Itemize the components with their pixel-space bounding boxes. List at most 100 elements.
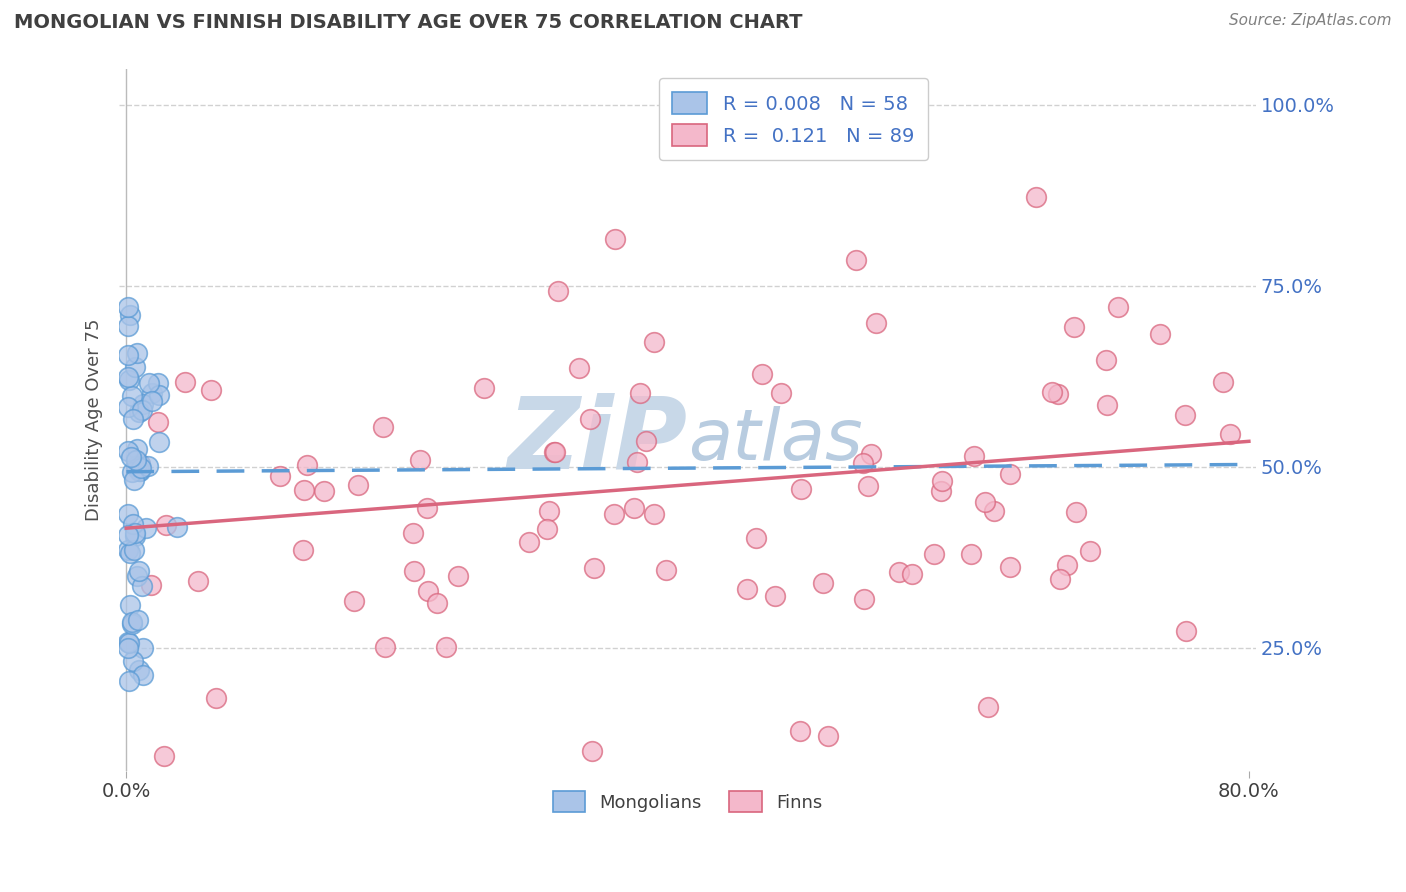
- Point: [148, 376, 170, 390]
- Point: [1219, 426, 1241, 441]
- Point: [200, 383, 222, 397]
- Point: [628, 386, 651, 401]
- Point: [124, 453, 146, 467]
- Point: [141, 386, 163, 401]
- Point: [1095, 398, 1118, 412]
- Point: [547, 284, 569, 298]
- Point: [117, 444, 139, 458]
- Point: [128, 464, 150, 478]
- Point: [269, 468, 291, 483]
- Point: [858, 479, 880, 493]
- Point: [121, 616, 143, 631]
- Point: [887, 565, 910, 579]
- Point: [402, 564, 425, 578]
- Point: [117, 348, 139, 362]
- Point: [1174, 408, 1197, 422]
- Point: [141, 394, 163, 409]
- Point: [128, 464, 150, 478]
- Point: [124, 529, 146, 543]
- Point: [125, 461, 148, 475]
- Point: [1047, 387, 1070, 401]
- Point: [124, 526, 146, 541]
- Point: [131, 403, 153, 417]
- Point: [853, 591, 876, 606]
- Point: [416, 583, 439, 598]
- Point: [636, 434, 658, 448]
- Point: [129, 460, 152, 475]
- Point: [120, 450, 142, 464]
- Text: ZiP: ZiP: [508, 392, 688, 489]
- Point: [122, 412, 145, 426]
- Point: [132, 640, 155, 655]
- Point: [402, 526, 425, 541]
- Point: [860, 447, 883, 461]
- Text: atlas: atlas: [688, 406, 862, 475]
- Point: [745, 532, 768, 546]
- Point: [117, 640, 139, 655]
- Point: [865, 316, 887, 330]
- Point: [141, 577, 163, 591]
- Point: [1149, 326, 1171, 341]
- Point: [929, 483, 952, 498]
- Point: [983, 504, 1005, 518]
- Point: [789, 723, 811, 738]
- Y-axis label: Disability Age Over 75: Disability Age Over 75: [86, 318, 103, 521]
- Point: [118, 308, 141, 322]
- Point: [1040, 384, 1063, 399]
- Point: [129, 457, 152, 471]
- Point: [128, 564, 150, 578]
- Point: [117, 301, 139, 315]
- Point: [931, 474, 953, 488]
- Point: [434, 640, 457, 654]
- Point: [117, 507, 139, 521]
- Point: [409, 453, 432, 467]
- Legend: Mongolians, Finns: Mongolians, Finns: [540, 779, 835, 825]
- Text: Source: ZipAtlas.com: Source: ZipAtlas.com: [1229, 13, 1392, 29]
- Point: [342, 593, 364, 607]
- Point: [811, 575, 834, 590]
- Point: [538, 504, 561, 518]
- Point: [1049, 572, 1071, 586]
- Point: [977, 699, 1000, 714]
- Point: [292, 543, 315, 558]
- Point: [153, 749, 176, 764]
- Point: [845, 253, 868, 268]
- Point: [901, 566, 924, 581]
- Point: [121, 466, 143, 480]
- Point: [655, 563, 678, 577]
- Point: [127, 614, 149, 628]
- Point: [138, 376, 160, 391]
- Point: [121, 615, 143, 629]
- Point: [118, 674, 141, 689]
- Point: [128, 457, 150, 471]
- Point: [125, 346, 148, 360]
- Point: [346, 477, 368, 491]
- Point: [128, 405, 150, 419]
- Point: [1078, 544, 1101, 558]
- Point: [118, 598, 141, 612]
- Point: [117, 370, 139, 384]
- Point: [122, 473, 145, 487]
- Point: [447, 569, 470, 583]
- Point: [118, 636, 141, 650]
- Point: [186, 574, 208, 589]
- Point: [1025, 189, 1047, 203]
- Point: [626, 454, 648, 468]
- Point: [579, 412, 602, 426]
- Point: [121, 389, 143, 403]
- Point: [1095, 353, 1118, 368]
- Point: [166, 520, 188, 534]
- Point: [922, 547, 945, 561]
- Point: [148, 434, 170, 449]
- Point: [426, 596, 449, 610]
- Point: [851, 457, 873, 471]
- Point: [536, 522, 558, 536]
- Point: [173, 376, 195, 390]
- Point: [292, 483, 315, 498]
- Point: [416, 500, 439, 515]
- Point: [117, 373, 139, 387]
- Point: [1212, 375, 1234, 389]
- Point: [122, 517, 145, 532]
- Point: [643, 507, 665, 521]
- Point: [131, 579, 153, 593]
